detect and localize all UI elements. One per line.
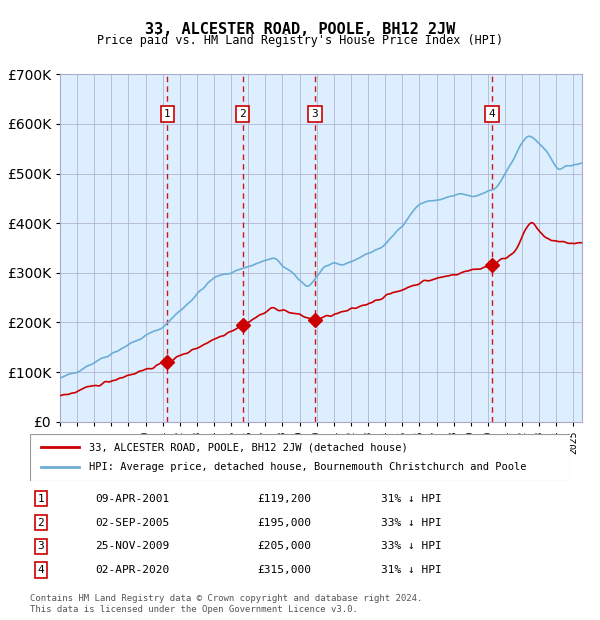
Text: 09-APR-2001: 09-APR-2001 [95,494,169,503]
Text: 31% ↓ HPI: 31% ↓ HPI [381,565,442,575]
Text: 2: 2 [37,518,44,528]
Text: 1: 1 [37,494,44,503]
Text: £205,000: £205,000 [257,541,311,551]
Text: Price paid vs. HM Land Registry's House Price Index (HPI): Price paid vs. HM Land Registry's House … [97,34,503,47]
Text: 33% ↓ HPI: 33% ↓ HPI [381,518,442,528]
Text: 25-NOV-2009: 25-NOV-2009 [95,541,169,551]
Text: 33% ↓ HPI: 33% ↓ HPI [381,541,442,551]
Text: 1: 1 [164,109,170,119]
Text: 02-SEP-2005: 02-SEP-2005 [95,518,169,528]
Text: 4: 4 [489,109,496,119]
Text: Contains HM Land Registry data © Crown copyright and database right 2024.
This d: Contains HM Land Registry data © Crown c… [30,595,422,614]
Text: £315,000: £315,000 [257,565,311,575]
Text: 3: 3 [311,109,319,119]
Text: £119,200: £119,200 [257,494,311,503]
Text: 2: 2 [239,109,246,119]
Text: HPI: Average price, detached house, Bournemouth Christchurch and Poole: HPI: Average price, detached house, Bour… [89,463,527,472]
Text: 02-APR-2020: 02-APR-2020 [95,565,169,575]
Text: £195,000: £195,000 [257,518,311,528]
Text: 31% ↓ HPI: 31% ↓ HPI [381,494,442,503]
Text: 4: 4 [37,565,44,575]
Text: 3: 3 [37,541,44,551]
Text: 33, ALCESTER ROAD, POOLE, BH12 2JW: 33, ALCESTER ROAD, POOLE, BH12 2JW [145,22,455,37]
Text: 33, ALCESTER ROAD, POOLE, BH12 2JW (detached house): 33, ALCESTER ROAD, POOLE, BH12 2JW (deta… [89,442,408,452]
FancyBboxPatch shape [30,434,570,481]
